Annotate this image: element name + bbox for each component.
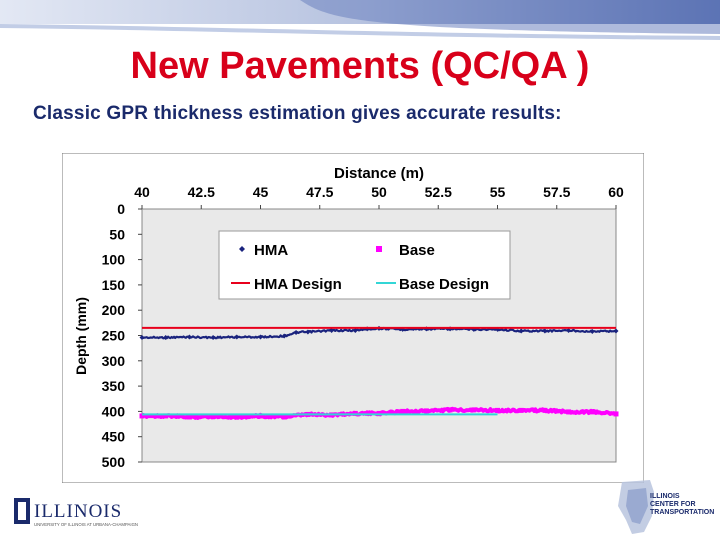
legend-box — [218, 230, 511, 300]
illinois-wordmark: ILLINOIS — [34, 501, 122, 522]
legend: HMA Base HMA Design Base Design — [218, 230, 511, 300]
data-point-hma — [400, 326, 406, 332]
x-tick-label: 52.5 — [425, 184, 452, 200]
data-point-base — [589, 409, 595, 415]
illinois-logo: ILLINOIS UNIVERSITY OF ILLINOIS AT URBAN… — [14, 498, 138, 527]
data-point-base — [352, 410, 358, 416]
data-point-base — [566, 409, 572, 415]
y-tick-label: 150 — [102, 277, 126, 293]
data-point-hma — [471, 326, 477, 332]
y-tick-label: 200 — [102, 302, 126, 318]
ict-line-3: TRANSPORTATION — [650, 509, 714, 516]
data-point-hma — [139, 335, 145, 341]
legend-item-base-design: Base Design — [376, 276, 489, 293]
data-point-hma — [329, 327, 335, 333]
y-tick-label: 300 — [102, 353, 126, 369]
x-tick-label: 45 — [253, 184, 269, 200]
x-tick-label: 60 — [608, 184, 624, 200]
x-axis-title: Distance (m) — [334, 165, 424, 182]
data-point-hma — [234, 334, 240, 340]
data-point-base — [495, 407, 500, 413]
data-point-base — [258, 413, 263, 419]
data-point-hma — [258, 334, 263, 340]
data-point-hma — [293, 329, 299, 335]
y-tick-label: 50 — [109, 226, 125, 242]
data-point-hma — [613, 328, 619, 334]
data-point-hma — [305, 329, 311, 335]
y-tick-label: 450 — [102, 429, 126, 445]
x-tick-label: 55 — [490, 184, 506, 200]
data-point-hma — [210, 335, 216, 341]
x-tick-label: 57.5 — [543, 184, 570, 200]
ict-line-1: ILLINOIS — [650, 493, 680, 500]
legend-swatch-base — [376, 246, 382, 252]
ict-line-2: CENTER FOR — [650, 501, 696, 508]
legend-label-hma-design: HMA Design — [254, 276, 342, 293]
gpr-chart: 40 42.5 45 47.5 50 52.5 55 57.5 60 0 50 100 150 200 2… — [62, 153, 644, 483]
data-point-base — [281, 414, 287, 420]
legend-swatch-hma — [239, 246, 245, 252]
data-point-base — [139, 413, 145, 419]
y-tick-label: 350 — [102, 378, 126, 394]
legend-label-base-design: Base Design — [399, 276, 489, 293]
legend-item-hma: HMA — [239, 242, 288, 259]
y-axis-title: Depth (mm) — [73, 297, 89, 375]
legend-label-hma: HMA — [254, 242, 288, 259]
data-point-hma — [186, 334, 192, 340]
data-point-base — [447, 407, 453, 413]
y-tick-label: 250 — [102, 328, 126, 344]
data-point-base — [163, 413, 169, 419]
slide-subtitle: Classic GPR thickness estimation gives a… — [33, 103, 562, 124]
data-point-base — [210, 413, 216, 419]
header-decoration — [0, 0, 720, 40]
data-point-hma — [281, 333, 287, 339]
x-tick-label: 50 — [371, 184, 387, 200]
slide-title: New Pavements (QC/QA ) — [130, 45, 590, 87]
illinois-subtext: UNIVERSITY OF ILLINOIS AT URBANA-CHAMPAI… — [34, 522, 138, 527]
x-tick-label: 47.5 — [306, 184, 333, 200]
data-point-base — [423, 408, 429, 414]
data-point-hma — [566, 327, 572, 333]
x-tick-label: 40 — [134, 184, 150, 200]
data-point-base — [542, 407, 548, 413]
data-point-hma — [589, 328, 595, 334]
data-point-base — [471, 407, 477, 413]
ict-logo: ILLINOIS CENTER FOR TRANSPORTATION — [618, 480, 714, 534]
data-point-base — [613, 411, 619, 417]
data-point-hma — [163, 335, 169, 341]
data-point-hma — [495, 326, 500, 332]
data-point-base — [234, 414, 240, 420]
x-tick-label: 42.5 — [188, 184, 215, 200]
legend-item-hma-design: HMA Design — [231, 276, 342, 293]
data-point-base — [400, 408, 406, 414]
legend-label-base: Base — [399, 242, 435, 259]
y-tick-label: 0 — [117, 201, 125, 217]
data-point-hma — [518, 328, 524, 334]
data-point-base — [186, 414, 192, 420]
data-point-hma — [352, 327, 358, 333]
data-point-base — [376, 410, 382, 416]
y-tick-label: 100 — [102, 252, 126, 268]
data-point-hma — [542, 328, 548, 334]
legend-item-base: Base — [376, 242, 435, 259]
y-tick-label: 500 — [102, 454, 126, 470]
data-point-base — [518, 407, 524, 413]
y-tick-label: 400 — [102, 403, 126, 419]
